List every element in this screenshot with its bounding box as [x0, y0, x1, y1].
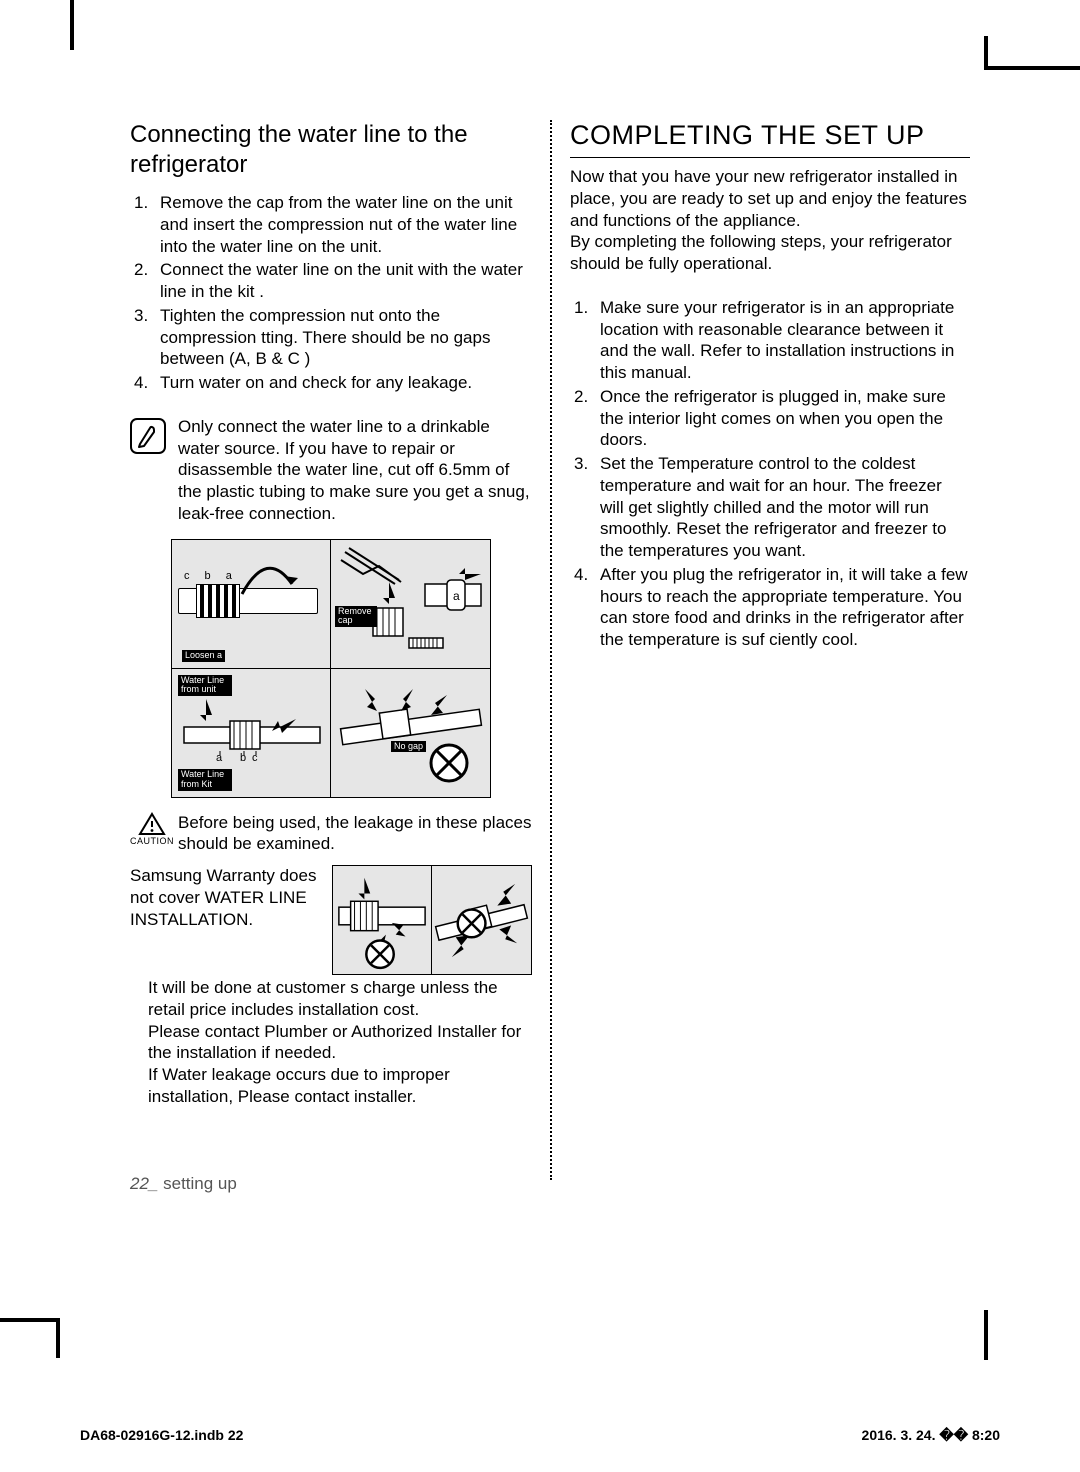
leak-panel-2	[432, 866, 531, 974]
step-item: Once the refrigerator is plugged in, mak…	[570, 386, 970, 451]
print-footer: DA68-02916G-12.indb 22 2016. 3. 24. �� 8…	[80, 1427, 1000, 1444]
step-item: Connect the water line on the unit with …	[130, 259, 532, 303]
note-icon	[130, 418, 166, 454]
leak-panel-1	[333, 866, 432, 974]
fig-label-no-gap: No gap	[391, 741, 426, 753]
crop-mark	[70, 0, 74, 50]
warranty-text-1: It will be done at customer s charge unl…	[130, 977, 532, 1021]
crop-mark	[984, 36, 988, 70]
water-line-figure: c b a Loosen a a	[171, 539, 491, 798]
figure-panel-lines: a b c Water Line from unit Water Line fr…	[172, 669, 331, 797]
page-footer: 22_ setting up	[130, 1174, 237, 1194]
figure-panel-no-gap: No gap	[331, 669, 490, 797]
caution-icon: CAUTION	[130, 812, 174, 846]
content-area: Connecting the water line to the refrige…	[130, 120, 970, 1200]
crop-mark	[56, 1318, 60, 1358]
svg-text:b: b	[240, 752, 246, 764]
fig-label-abc: c b a	[184, 570, 238, 582]
page-number: 22_	[130, 1174, 158, 1193]
right-intro-1: Now that you have your new refrigerator …	[570, 166, 970, 231]
caution-text: Before being used, the leakage in these …	[178, 812, 532, 856]
left-steps: Remove the cap from the water line on th…	[130, 192, 532, 394]
step-item: Set the Temperature control to the colde…	[570, 453, 970, 562]
fig-label-loosen: Loosen a	[182, 650, 225, 662]
section-rule	[570, 157, 970, 158]
page: Connecting the water line to the refrige…	[0, 0, 1080, 1472]
caution-label: CAUTION	[130, 836, 174, 846]
right-intro-2: By completing the following steps, your …	[570, 231, 970, 275]
fig-label-line-kit: Water Line from Kit	[178, 769, 232, 791]
step-item: Turn water on and check for any leakage.	[130, 372, 532, 394]
print-date: 2016. 3. 24. �� 8:20	[862, 1427, 1000, 1444]
warranty-text-3: If Water leakage occurs due to improper …	[130, 1064, 532, 1108]
crop-mark	[0, 1318, 60, 1322]
svg-text:a: a	[453, 589, 460, 603]
fig-label-line-unit: Water Line from unit	[178, 675, 232, 697]
warranty-text-2: Please contact Plumber or Authorized Ins…	[130, 1021, 532, 1065]
left-subheading: Connecting the water line to the refrige…	[130, 120, 532, 180]
crop-mark	[984, 1310, 988, 1360]
figure-panel-remove-cap: a Remove cap	[331, 540, 490, 668]
step-item: Tighten the compression nut onto the com…	[130, 305, 532, 370]
step-item: After you plug the refrigerator in, it w…	[570, 564, 970, 651]
figure-panel-loosen: c b a Loosen a	[172, 540, 331, 668]
left-column: Connecting the water line to the refrige…	[130, 120, 550, 1180]
page-label: setting up	[163, 1174, 237, 1193]
caution-block: CAUTION Before being used, the leakage i…	[130, 812, 532, 856]
right-section-heading: COMPLETING THE SET UP	[570, 120, 970, 151]
crop-mark	[984, 66, 1080, 70]
warranty-text-top: Samsung Warranty does not cover WATER LI…	[130, 865, 332, 930]
leakage-figure	[332, 865, 532, 975]
step-item: Make sure your refrigerator is in an app…	[570, 297, 970, 384]
svg-text:c: c	[252, 752, 258, 764]
step-item: Remove the cap from the water line on th…	[130, 192, 532, 257]
right-steps: Make sure your refrigerator is in an app…	[570, 297, 970, 651]
warranty-block: Samsung Warranty does not cover WATER LI…	[130, 865, 532, 975]
note-block: Only connect the water line to a drinkab…	[130, 416, 532, 525]
print-file: DA68-02916G-12.indb 22	[80, 1427, 243, 1444]
fig-label-remove-cap: Remove cap	[335, 606, 377, 628]
right-column: COMPLETING THE SET UP Now that you have …	[550, 120, 970, 1180]
note-text: Only connect the water line to a drinkab…	[178, 416, 532, 525]
